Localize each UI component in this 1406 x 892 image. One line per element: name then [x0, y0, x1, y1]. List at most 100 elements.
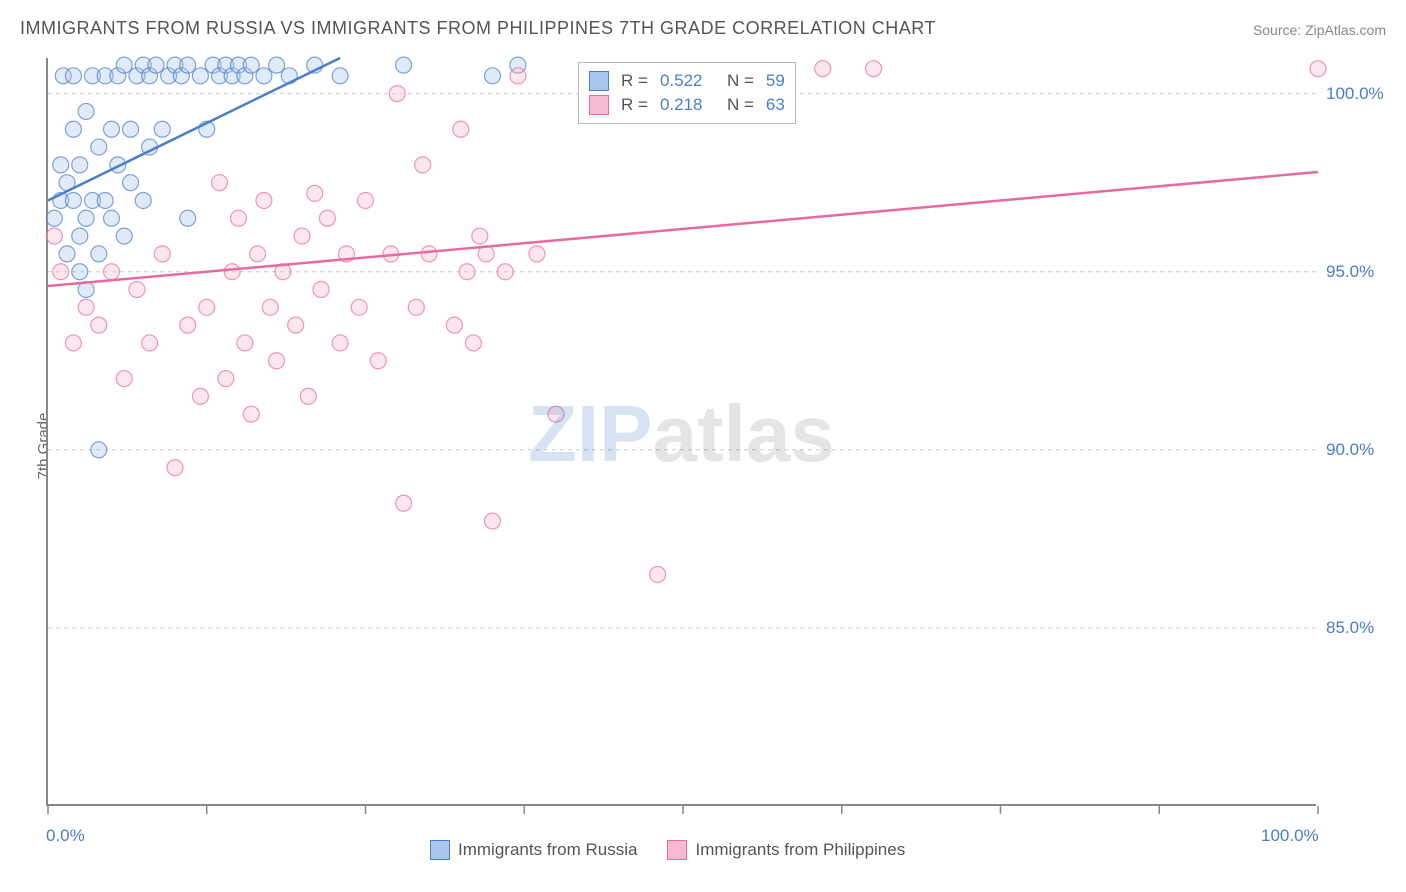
x-tick-label: 0.0% [46, 826, 85, 846]
data-point [446, 317, 462, 333]
data-point [123, 175, 139, 191]
data-point [104, 210, 120, 226]
legend-item: Immigrants from Russia [430, 840, 637, 860]
plot-area: ZIPatlas R =0.522N =59R =0.218N =63 [46, 58, 1316, 806]
data-point [65, 335, 81, 351]
data-point [650, 566, 666, 582]
source-prefix: Source: [1253, 22, 1305, 38]
data-point [510, 68, 526, 84]
data-point [199, 299, 215, 315]
data-point [313, 282, 329, 298]
data-point [237, 335, 253, 351]
scatter-plot-svg [48, 58, 1316, 804]
data-point [256, 192, 272, 208]
data-point [78, 210, 94, 226]
N-label: N = [727, 95, 754, 115]
source-name: ZipAtlas.com [1305, 22, 1386, 38]
legend-item: Immigrants from Philippines [667, 840, 905, 860]
data-point [370, 353, 386, 369]
data-point [167, 460, 183, 476]
data-point [269, 353, 285, 369]
data-point [180, 57, 196, 73]
data-point [104, 264, 120, 280]
data-point [415, 157, 431, 173]
R-value: 0.522 [660, 71, 715, 91]
data-point [72, 157, 88, 173]
data-point [351, 299, 367, 315]
data-point [116, 228, 132, 244]
data-point [231, 210, 247, 226]
data-point [142, 335, 158, 351]
data-point [135, 192, 151, 208]
data-point [262, 299, 278, 315]
data-point [192, 388, 208, 404]
data-point [269, 57, 285, 73]
N-label: N = [727, 71, 754, 91]
data-point [91, 246, 107, 262]
data-point [459, 264, 475, 280]
data-point [65, 68, 81, 84]
data-point [53, 264, 69, 280]
source-attribution: Source: ZipAtlas.com [1253, 22, 1386, 38]
legend-label: Immigrants from Russia [458, 840, 637, 860]
R-label: R = [621, 95, 648, 115]
data-point [91, 317, 107, 333]
data-point [529, 246, 545, 262]
data-point [332, 68, 348, 84]
data-point [46, 228, 62, 244]
data-point [453, 121, 469, 137]
data-point [250, 246, 266, 262]
data-point [288, 317, 304, 333]
data-point [408, 299, 424, 315]
data-point [180, 317, 196, 333]
data-point [815, 61, 831, 77]
data-point [97, 192, 113, 208]
R-label: R = [621, 71, 648, 91]
series-swatch [589, 71, 609, 91]
chart-title: IMMIGRANTS FROM RUSSIA VS IMMIGRANTS FRO… [20, 18, 936, 39]
data-point [300, 388, 316, 404]
data-point [129, 282, 145, 298]
data-point [180, 210, 196, 226]
data-point [396, 495, 412, 511]
data-point [53, 157, 69, 173]
data-point [211, 175, 227, 191]
data-point [243, 406, 259, 422]
N-value: 59 [766, 71, 785, 91]
stats-row: R =0.218N =63 [589, 93, 785, 117]
data-point [104, 121, 120, 137]
data-point [548, 406, 564, 422]
data-point [243, 57, 259, 73]
trend-line [48, 172, 1318, 286]
y-tick-label: 90.0% [1326, 440, 1374, 460]
data-point [154, 246, 170, 262]
data-point [78, 103, 94, 119]
data-point [65, 121, 81, 137]
data-point [72, 228, 88, 244]
legend-label: Immigrants from Philippines [695, 840, 905, 860]
data-point [485, 513, 501, 529]
data-point [91, 442, 107, 458]
y-tick-label: 85.0% [1326, 618, 1374, 638]
data-point [123, 121, 139, 137]
data-point [1310, 61, 1326, 77]
data-point [154, 121, 170, 137]
data-point [294, 228, 310, 244]
data-point [319, 210, 335, 226]
y-tick-label: 100.0% [1326, 84, 1384, 104]
data-point [332, 335, 348, 351]
data-point [116, 57, 132, 73]
N-value: 63 [766, 95, 785, 115]
data-point [218, 371, 234, 387]
data-point [59, 246, 75, 262]
data-point [465, 335, 481, 351]
data-point [396, 57, 412, 73]
data-point [78, 299, 94, 315]
data-point [46, 210, 62, 226]
data-point [421, 246, 437, 262]
correlation-stats-box: R =0.522N =59R =0.218N =63 [578, 62, 796, 124]
legend-swatch [667, 840, 687, 860]
data-point [358, 192, 374, 208]
series-swatch [589, 95, 609, 115]
data-point [148, 57, 164, 73]
